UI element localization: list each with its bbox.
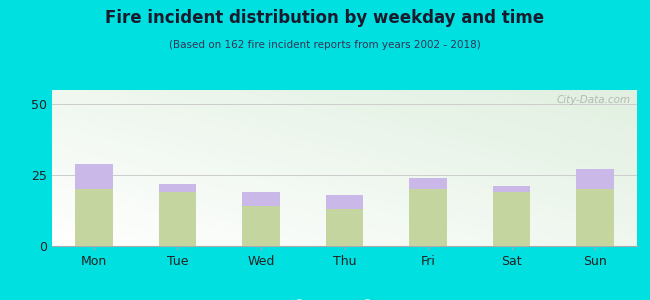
Bar xyxy=(75,189,112,246)
Bar xyxy=(159,192,196,246)
Bar xyxy=(410,178,447,189)
Bar xyxy=(159,184,196,192)
Bar xyxy=(493,192,530,246)
Text: (Based on 162 fire incident reports from years 2002 - 2018): (Based on 162 fire incident reports from… xyxy=(169,40,481,50)
Bar xyxy=(75,164,112,189)
Bar xyxy=(326,195,363,209)
Bar xyxy=(577,189,614,246)
Legend: AM, PM: AM, PM xyxy=(283,296,406,300)
Bar xyxy=(577,169,614,189)
Bar xyxy=(410,189,447,246)
Bar xyxy=(242,192,280,206)
Text: Fire incident distribution by weekday and time: Fire incident distribution by weekday an… xyxy=(105,9,545,27)
Bar xyxy=(242,206,280,246)
Text: City-Data.com: City-Data.com xyxy=(557,95,631,105)
Bar xyxy=(326,209,363,246)
Bar xyxy=(493,186,530,192)
